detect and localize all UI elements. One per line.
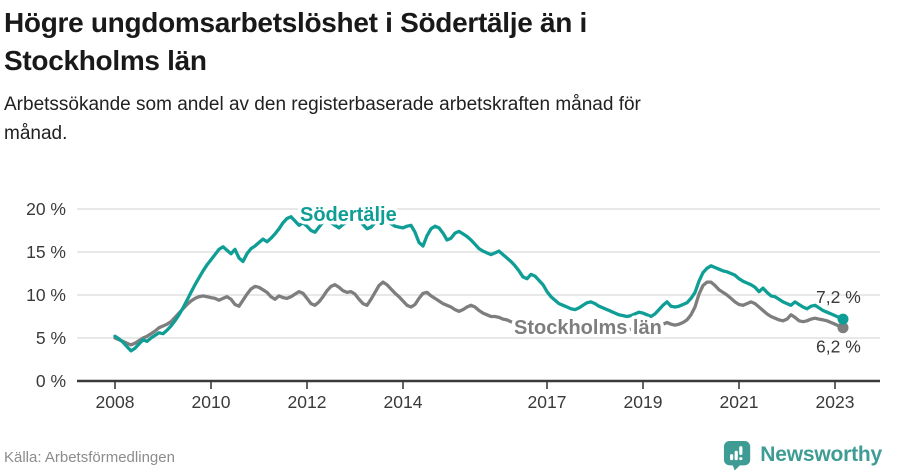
x-tick-label: 2021 xyxy=(720,392,759,412)
newsworthy-logo: Newsworthy xyxy=(723,438,882,472)
end-value-label: 6,2 % xyxy=(816,337,861,357)
series-line xyxy=(113,280,845,347)
newsworthy-wordmark: Newsworthy xyxy=(760,443,882,466)
x-tick-label: 2017 xyxy=(528,392,567,412)
newsworthy-bubble-chart-icon xyxy=(724,440,751,471)
subtitle-line-1: Arbetssökande som andel av den registerb… xyxy=(4,94,641,115)
series-label: Stockholms län xyxy=(514,317,662,339)
x-tick-label: 2010 xyxy=(192,392,231,412)
x-tick-label: 2014 xyxy=(384,392,423,412)
y-tick-label: 10 % xyxy=(26,285,66,305)
x-tick-label: 2012 xyxy=(288,392,327,412)
title-line-2: Stockholms län xyxy=(4,45,207,76)
subtitle-line-2: månad. xyxy=(4,123,68,144)
y-tick-label: 5 % xyxy=(36,328,66,348)
y-tick-label: 20 % xyxy=(26,199,66,219)
x-tick-label: 2019 xyxy=(624,392,663,412)
page-title: Högre ungdomsarbetslöshet i Södertälje ä… xyxy=(4,4,864,80)
end-value-label: 7,2 % xyxy=(816,287,861,307)
y-tick-label: 0 % xyxy=(36,371,66,391)
series-end-dot xyxy=(837,313,849,325)
x-tick-label: 2023 xyxy=(816,392,855,412)
series-line xyxy=(113,215,845,353)
x-tick-label: 2008 xyxy=(96,392,135,412)
title-line-1: Högre ungdomsarbetslöshet i Södertälje ä… xyxy=(4,7,587,38)
series-end-dot xyxy=(837,322,849,334)
y-tick-label: 15 % xyxy=(26,242,66,262)
series-label: Södertälje xyxy=(300,204,397,226)
chart-subtitle: Arbetssökande som andel av den registerb… xyxy=(4,90,884,148)
source-note: Källa: Arbetsförmedlingen xyxy=(4,449,175,466)
